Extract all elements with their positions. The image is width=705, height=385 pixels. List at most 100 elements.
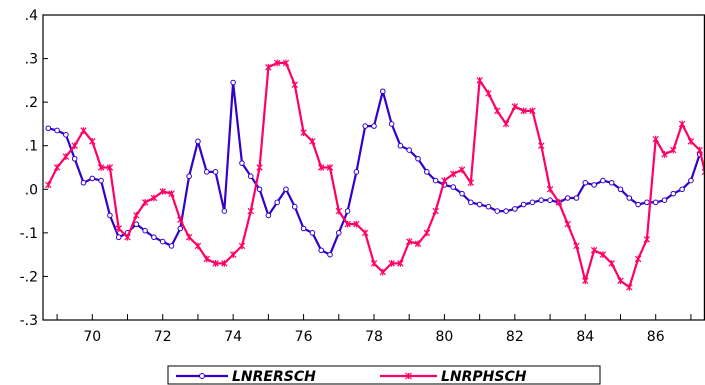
data-point: [335, 230, 342, 236]
data-point: [230, 79, 236, 86]
data-point: [432, 207, 439, 215]
data-point: [168, 243, 175, 249]
data-point: [415, 155, 421, 162]
legend-entry-lnrersch: LNRERSCH: [176, 369, 316, 385]
data-point: [529, 107, 536, 115]
y-tick-label: .1: [25, 139, 38, 155]
data-point: [643, 235, 651, 243]
data-point: [696, 146, 703, 154]
data-point: [151, 234, 157, 241]
data-point: [273, 59, 281, 67]
data-point: [520, 201, 527, 208]
data-point: [124, 233, 131, 241]
data-point: [238, 242, 246, 250]
data-point: [424, 169, 430, 175]
data-point: [405, 238, 413, 245]
data-point: [194, 242, 202, 250]
legend: LNRERSCH LNRPHSCH: [167, 365, 601, 385]
data-point: [177, 225, 184, 232]
x-tick-label: 86: [647, 329, 665, 345]
data-point: [221, 259, 228, 267]
data-point: [115, 225, 122, 232]
data-point: [538, 197, 545, 203]
data-point: [80, 179, 87, 186]
data-point: [600, 177, 606, 184]
y-tick-label: .4: [25, 8, 38, 24]
x-tick-label: 74: [224, 329, 242, 345]
x-tick-label: 76: [295, 329, 313, 345]
data-point: [441, 177, 448, 184]
x-tick-label: 70: [83, 329, 101, 345]
data-point: [635, 201, 641, 208]
data-point: [370, 259, 378, 267]
data-point: [133, 212, 140, 219]
plot-frame: [42, 14, 705, 321]
data-point: [186, 173, 192, 180]
data-point: [229, 251, 237, 259]
series-line: [47, 61, 705, 289]
data-point: [344, 208, 351, 214]
data-point: [318, 247, 324, 254]
data-point: [406, 147, 413, 153]
data-point: [371, 123, 377, 129]
x-tick-label: 72: [154, 329, 172, 345]
data-point: [679, 186, 685, 193]
data-point: [45, 181, 52, 189]
legend-label: LNRPHSCH: [441, 369, 527, 385]
data-point: [546, 185, 554, 193]
y-tick-label: -.2: [20, 269, 38, 285]
plot-series: [45, 59, 705, 291]
y-axis: -.3 -.2 -.1 .0 .1 .2 .3 .4: [20, 8, 48, 329]
x-tick-label: 80: [436, 329, 454, 345]
data-point: [397, 259, 404, 267]
data-point: [590, 246, 598, 254]
data-point: [652, 135, 659, 143]
data-point: [353, 169, 360, 175]
data-point: [247, 173, 254, 180]
data-point: [45, 125, 52, 132]
data-point: [80, 127, 87, 134]
data-point: [63, 132, 69, 138]
data-point: [317, 164, 325, 171]
x-tick-label: 84: [576, 329, 594, 345]
series-lnrersch: [45, 79, 703, 258]
x-tick-label: 82: [506, 329, 524, 345]
data-point: [97, 164, 105, 171]
data-point: [291, 203, 298, 210]
data-point: [89, 137, 96, 145]
data-point: [555, 198, 563, 206]
y-tick-label: -.3: [20, 313, 38, 329]
data-point: [450, 170, 457, 178]
data-point: [107, 212, 113, 219]
data-point: [468, 199, 474, 206]
series-lnrphsch: [45, 59, 705, 291]
data-point: [688, 177, 694, 184]
data-point: [520, 107, 527, 115]
data-point: [503, 208, 509, 214]
data-point: [626, 283, 633, 291]
data-point: [256, 164, 263, 171]
data-point: [450, 184, 457, 190]
data-point: [652, 199, 659, 206]
data-point: [661, 197, 668, 203]
data-point: [327, 251, 333, 258]
x-axis: 70 72 74 76 78 80 82 84 86: [56, 314, 692, 345]
data-point: [414, 240, 422, 248]
data-point: [141, 198, 149, 206]
data-point: [459, 190, 465, 197]
data-point: [221, 208, 228, 214]
data-point: [591, 182, 597, 188]
data-point: [71, 155, 78, 162]
data-point: [283, 186, 289, 193]
data-point: [168, 190, 175, 198]
legend-marker: [199, 373, 205, 379]
data-point: [380, 88, 386, 95]
data-point: [476, 201, 483, 208]
y-tick-label: .3: [25, 52, 38, 68]
data-point: [485, 90, 492, 97]
data-point: [300, 225, 307, 232]
data-point: [344, 220, 351, 228]
data-point: [203, 169, 210, 175]
data-point: [62, 153, 70, 161]
